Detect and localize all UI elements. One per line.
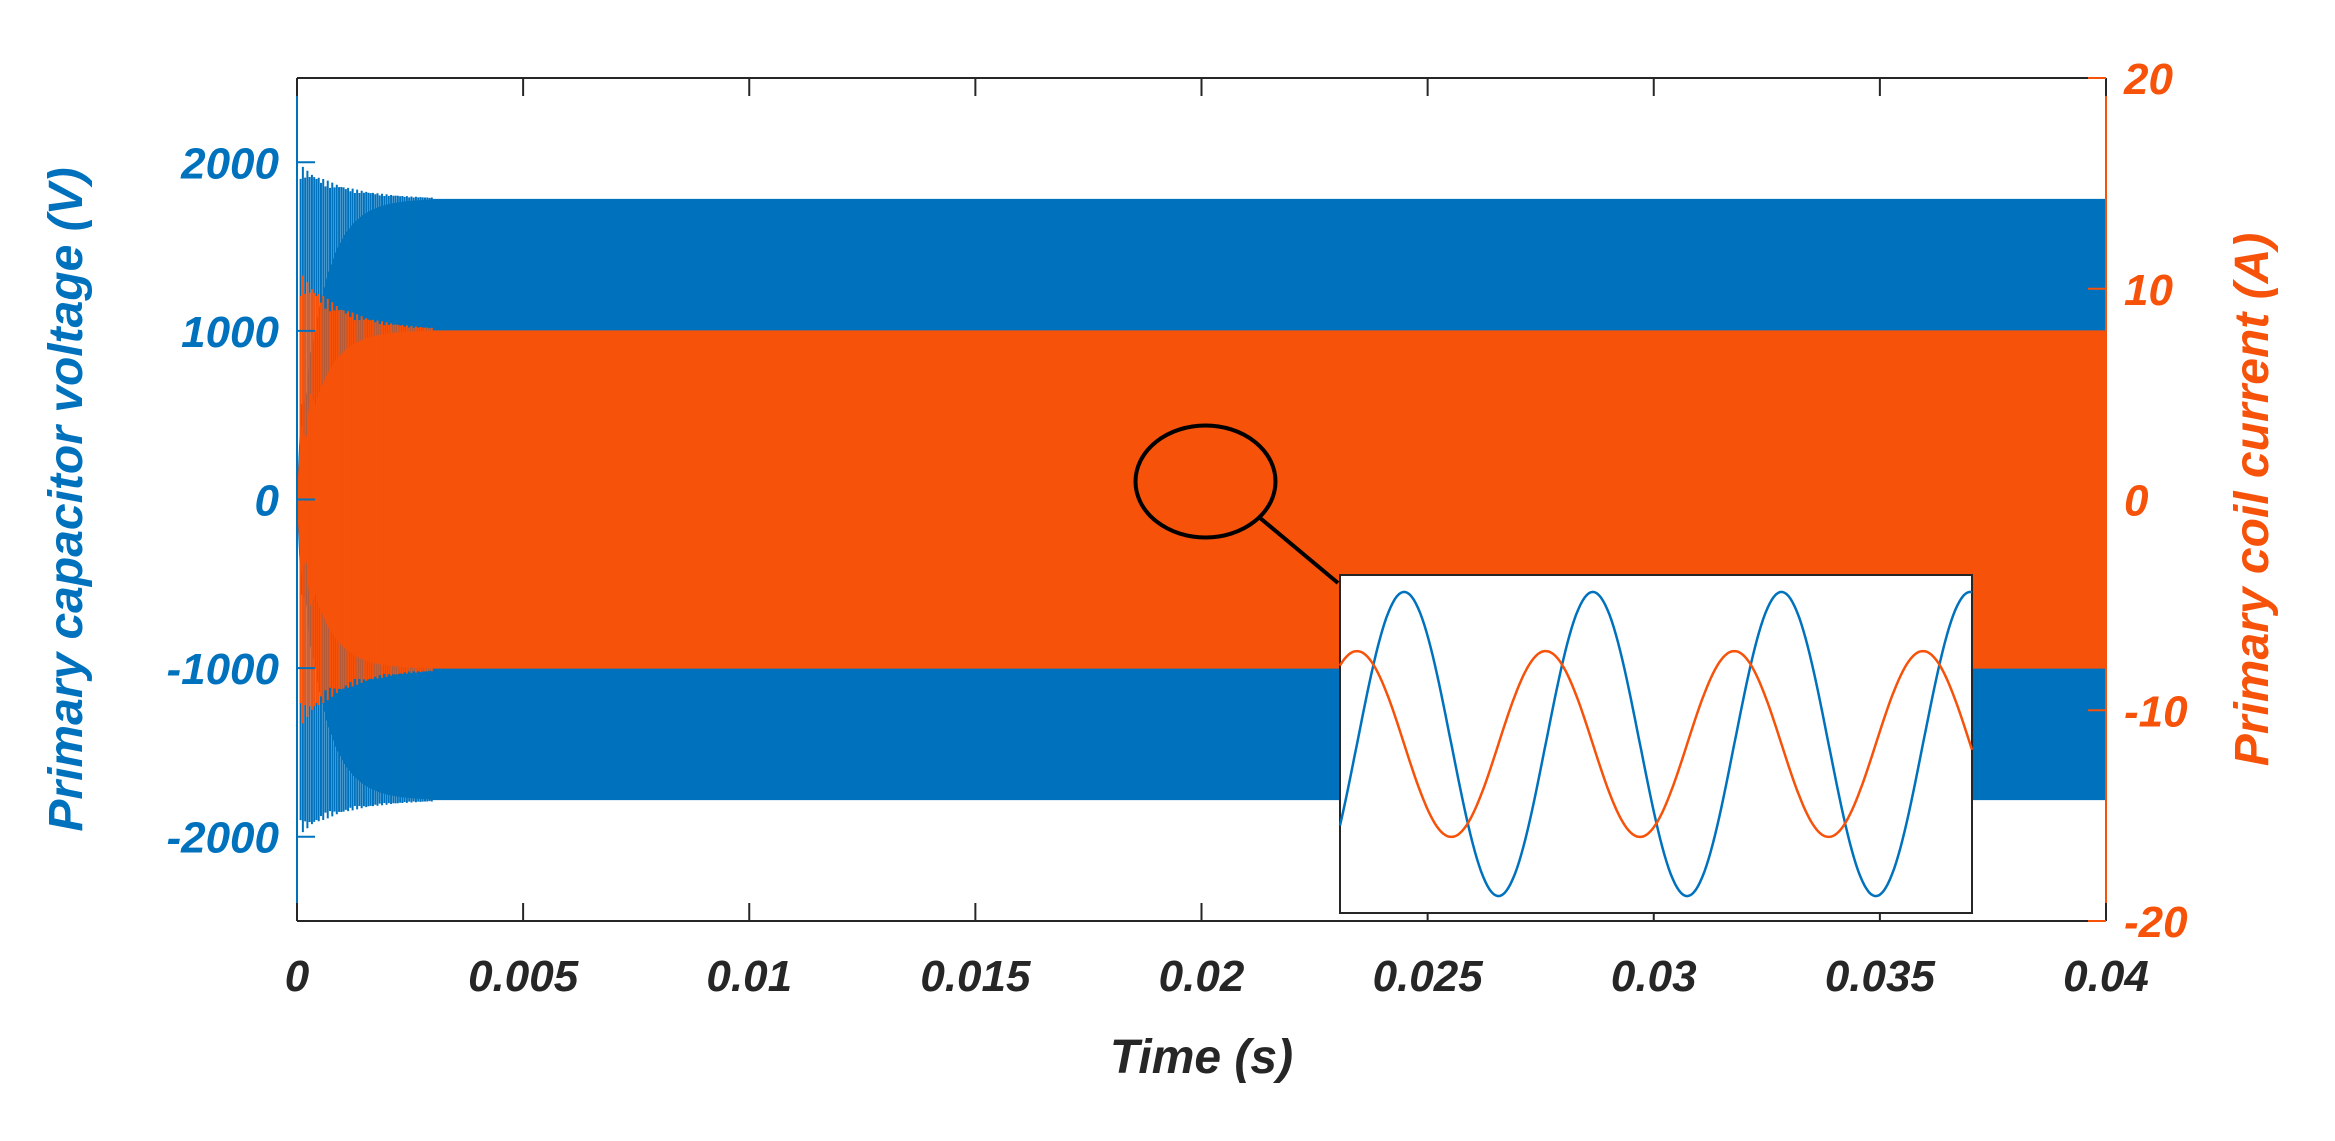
zoom-connector: [1258, 515, 1340, 585]
axes-layer: [296, 77, 2107, 922]
x-tick-label: 0.03: [1611, 952, 1697, 1001]
x-tick-label: 0.015: [920, 952, 1031, 1001]
x-tick-label: 0.02: [1159, 952, 1245, 1001]
inset-voltage-wave: [1338, 590, 1973, 898]
right-y-tick-label: -20: [2124, 898, 2188, 947]
x-tick-label: 0.005: [468, 952, 579, 1001]
left-y-tick-label: -1000: [166, 645, 279, 694]
inset-current-wave: [1338, 649, 1974, 839]
zoom-inset: [1133, 423, 1974, 914]
right-y-axis-title: Primary coil current (A): [2226, 233, 2279, 766]
left-y-axis-title: Primary capacitor voltage (V): [40, 167, 93, 831]
left-y-tick-label: 1000: [181, 308, 279, 357]
x-tick-label: 0.01: [706, 952, 792, 1001]
left-y-tick-label: 0: [255, 477, 280, 526]
left-y-tick-label: 2000: [180, 139, 279, 188]
right-y-tick-label: 0: [2124, 477, 2149, 526]
x-tick-label: 0.035: [1825, 952, 1936, 1001]
x-tick-label: 0.04: [2063, 952, 2149, 1001]
right-y-tick-label: 10: [2124, 266, 2173, 315]
x-axis-title: Time (s): [1110, 1031, 1293, 1084]
text-layer: 0 0.005 0.01 0.015 0.02 0.025 0.03 0.035 0.04 -20…: [40, 55, 2279, 1084]
left-y-tick-label: -2000: [166, 814, 279, 863]
inset-frame: [1339, 574, 1973, 914]
x-tick-label: 0.025: [1373, 952, 1484, 1001]
right-y-tick-label: -10: [2124, 687, 2188, 736]
right-y-tick-label: 20: [2123, 55, 2173, 104]
x-tick-label: 0: [285, 952, 310, 1001]
zoom-ellipse: [1133, 423, 1278, 540]
